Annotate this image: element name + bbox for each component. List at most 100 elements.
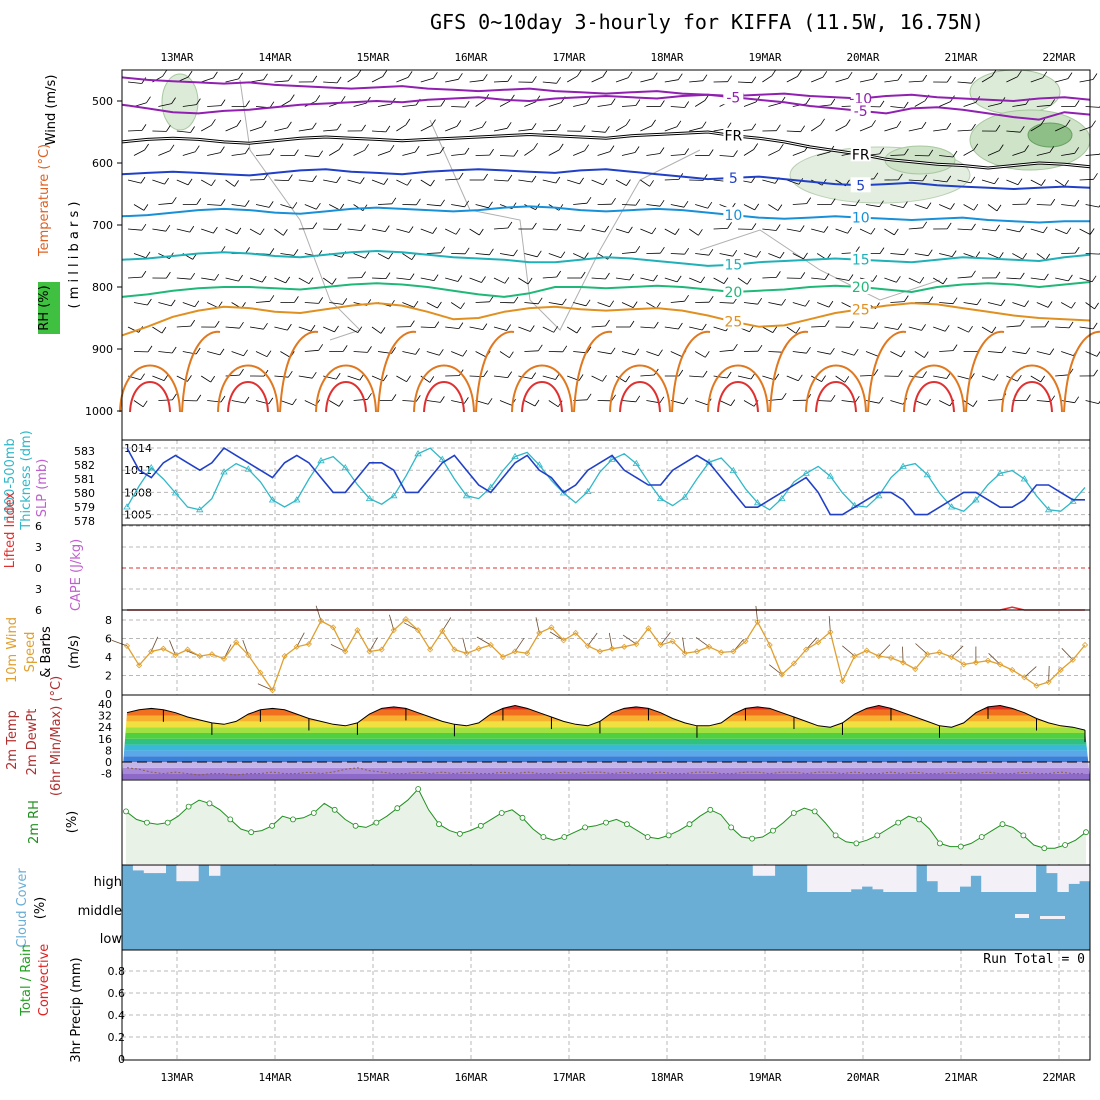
temperature-band — [122, 698, 1090, 704]
wind-barb — [347, 228, 362, 231]
wind-barb-flag — [140, 176, 146, 184]
date-label-top: 17MAR — [552, 51, 585, 64]
wind-barb-flag — [996, 204, 1002, 212]
wind-barb — [127, 81, 142, 84]
wind-barb-flag — [971, 76, 976, 84]
date-label-bottom: 22MAR — [1042, 1071, 1075, 1084]
wind-barb — [396, 124, 407, 132]
wind-barb-flag — [292, 202, 298, 209]
date-label-top: 18MAR — [650, 51, 683, 64]
wind-barb — [615, 124, 627, 132]
wind-barb-flag — [751, 223, 757, 230]
wind-barb — [890, 253, 905, 256]
date-label-bottom: 21MAR — [944, 1071, 977, 1084]
wind-barb — [591, 76, 603, 83]
precip-tick: 0.8 — [108, 965, 126, 978]
wind-barb — [884, 126, 898, 132]
rh-point — [164, 819, 171, 826]
wind-barb — [371, 277, 387, 279]
surface-isotherm-35 — [619, 381, 661, 413]
temperature-band — [122, 738, 1090, 745]
wind-barb-flag — [238, 274, 243, 282]
wind-barb-flag — [1017, 70, 1022, 78]
wind-barb — [957, 276, 972, 279]
wind-barb-flag — [385, 272, 391, 279]
wind10-barb — [587, 632, 598, 647]
wind-barb — [768, 204, 779, 211]
wind-barb-flag — [1074, 100, 1080, 107]
wind-barb-flag — [361, 124, 366, 132]
rh-contour — [429, 119, 701, 331]
wind10-barb — [150, 636, 159, 652]
wind-barb — [1085, 153, 1100, 156]
thickness-point — [753, 499, 762, 506]
wind-barb — [768, 351, 783, 353]
wind-barb-flag — [190, 319, 196, 327]
wind-barb-flag — [342, 345, 348, 352]
wind-barb-flag — [651, 119, 656, 127]
wind-barb-flag — [995, 124, 1001, 132]
rh-point — [206, 800, 213, 807]
wind-barb-flag — [338, 143, 344, 150]
wind-barb-flag — [649, 180, 654, 187]
wind10-point — [1009, 666, 1016, 674]
wind-barb-flag — [1017, 178, 1023, 185]
wind-barb — [981, 326, 993, 334]
wind-barb — [451, 204, 465, 208]
wind-barb-flag — [360, 224, 366, 231]
thickness-point — [584, 487, 592, 494]
axis-label-2m-rh: 2m RH — [27, 800, 42, 844]
wind-barb-flag — [723, 277, 729, 284]
wind-barb-flag — [316, 202, 321, 210]
rh-point — [436, 821, 442, 828]
wind-barb — [957, 179, 971, 184]
rh-point — [123, 808, 129, 815]
wind-barb — [475, 204, 489, 209]
wind-barb — [274, 228, 284, 236]
wind-barb-flag — [531, 175, 537, 183]
date-label-top: 22MAR — [1042, 51, 1075, 64]
wind-barb — [1036, 204, 1051, 206]
wind-barb-flag — [187, 375, 192, 382]
wind-barb — [914, 204, 928, 209]
wind-barb-flag — [141, 270, 147, 278]
wind-barb — [694, 100, 706, 107]
wind-barb — [957, 129, 972, 132]
wind-barb — [640, 125, 652, 132]
chart-title: GFS 0~10day 3-hourly for KIFFA (11.5W, 1… — [430, 10, 984, 34]
wind-barb — [371, 179, 385, 185]
wind-barb — [133, 204, 145, 211]
wind-barb-flag — [849, 321, 854, 328]
wind-barb-flag — [872, 72, 878, 80]
temp-tick: 16 — [98, 733, 112, 746]
wind-barb — [981, 179, 995, 185]
wind-barb — [567, 75, 578, 83]
pressure-tick: 900 — [92, 343, 113, 356]
wind-barb-flag — [1050, 99, 1056, 106]
rh-point — [686, 821, 693, 828]
wind10-point — [293, 643, 300, 650]
wind-barb — [646, 351, 659, 357]
wind-barb — [621, 204, 636, 206]
wind-barb — [469, 326, 483, 330]
wind-barb-flag — [357, 326, 363, 333]
wind-barb — [884, 79, 899, 83]
wind-barb-flag — [553, 326, 559, 333]
wind-barb-flag — [823, 226, 829, 233]
wind-barb — [835, 125, 847, 132]
wind-barb-flag — [708, 248, 714, 256]
wind-tick: 8 — [105, 614, 112, 627]
wind-barb-flag — [171, 197, 177, 204]
wind-barb-flag — [382, 70, 388, 77]
wind-barb-flag — [952, 150, 958, 158]
wind-barb — [1036, 400, 1051, 403]
wind-barb — [1085, 204, 1099, 208]
wind-barb-flag — [561, 298, 567, 306]
thickness-tick: 581 — [74, 473, 95, 486]
wind-barb — [664, 326, 679, 330]
wind-barb-flag — [774, 373, 780, 381]
wind10-barb — [1024, 666, 1037, 678]
wind-barb-flag — [1044, 273, 1049, 281]
isotherm-label-bg — [850, 279, 871, 294]
wind-barb — [597, 351, 612, 355]
